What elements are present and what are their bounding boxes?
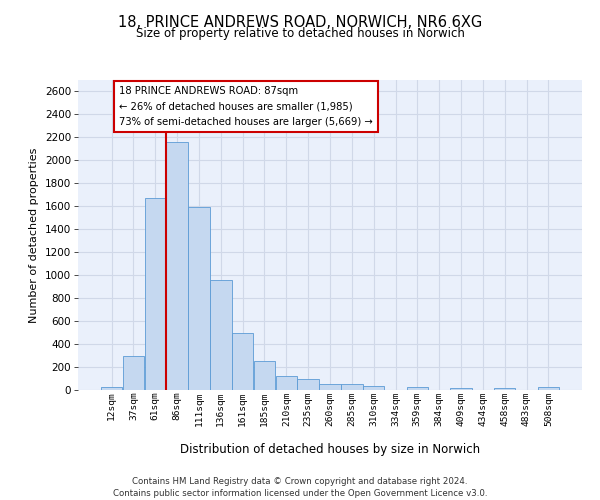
Text: 18 PRINCE ANDREWS ROAD: 87sqm
← 26% of detached houses are smaller (1,985)
73% o: 18 PRINCE ANDREWS ROAD: 87sqm ← 26% of d… — [119, 86, 373, 127]
Bar — [254, 362, 275, 390]
Bar — [232, 332, 253, 390]
Bar — [538, 387, 559, 390]
Bar — [298, 378, 319, 390]
Bar — [494, 388, 515, 390]
Y-axis label: Number of detached properties: Number of detached properties — [29, 148, 39, 322]
Text: Size of property relative to detached houses in Norwich: Size of property relative to detached ho… — [136, 28, 464, 40]
Text: Contains public sector information licensed under the Open Government Licence v3: Contains public sector information licen… — [113, 489, 487, 498]
Bar — [123, 356, 144, 390]
Bar — [145, 198, 166, 390]
Bar — [210, 280, 232, 390]
Text: Distribution of detached houses by size in Norwich: Distribution of detached houses by size … — [180, 442, 480, 456]
Bar — [407, 386, 428, 390]
Bar — [275, 376, 297, 390]
Bar — [451, 388, 472, 390]
Bar — [188, 208, 209, 390]
Bar — [319, 384, 341, 390]
Bar — [363, 386, 385, 390]
Bar — [341, 384, 362, 390]
Bar — [101, 387, 122, 390]
Bar — [166, 142, 188, 390]
Text: Contains HM Land Registry data © Crown copyright and database right 2024.: Contains HM Land Registry data © Crown c… — [132, 478, 468, 486]
Text: 18, PRINCE ANDREWS ROAD, NORWICH, NR6 6XG: 18, PRINCE ANDREWS ROAD, NORWICH, NR6 6X… — [118, 15, 482, 30]
